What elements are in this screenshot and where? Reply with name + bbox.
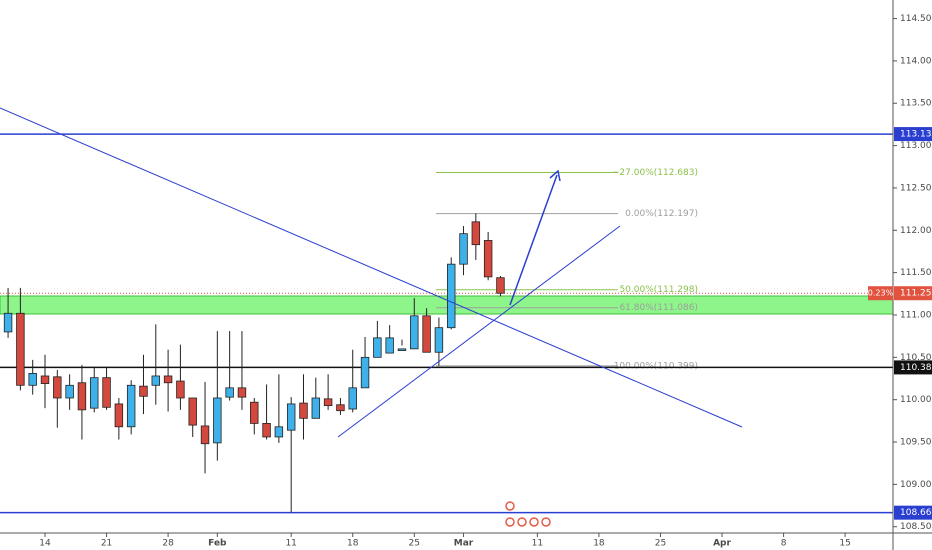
level-label: 113.136 — [900, 130, 932, 140]
x-tick-label: 18 — [593, 539, 605, 549]
trend-line — [337, 225, 621, 438]
level-label-bg — [894, 127, 932, 142]
trend-line — [0, 107, 743, 428]
level-label: 110.381 — [900, 363, 932, 373]
x-tick-label: 21 — [101, 539, 112, 549]
last-price-label: 111.257 — [900, 289, 932, 299]
candle-body — [102, 377, 111, 408]
candle-body — [262, 423, 271, 438]
event-icons — [505, 501, 551, 527]
candle-body — [483, 240, 493, 278]
y-tick-label: 113.000 — [900, 141, 932, 151]
candle-body — [496, 277, 505, 294]
candle-body — [385, 337, 394, 354]
arrow-head — [549, 169, 561, 182]
candle-body — [274, 426, 284, 438]
x-tick-label: 25 — [655, 539, 666, 549]
candle-body — [286, 403, 296, 431]
candle-body — [188, 397, 197, 426]
y-tick-label: 113.500 — [900, 99, 932, 109]
candle-body — [151, 375, 161, 386]
x-tick-label: 8 — [781, 539, 787, 549]
y-tick-label: 108.500 — [900, 522, 932, 532]
y-tick-label: 111.000 — [900, 310, 932, 320]
candle-body — [163, 375, 173, 384]
arrow — [509, 174, 558, 306]
y-tick-label: 114.000 — [900, 56, 932, 66]
x-tick-label: 11 — [285, 539, 296, 549]
fib-label: 50.00%(111.298) — [619, 285, 698, 295]
levels — [0, 133, 893, 514]
candle-body — [28, 373, 37, 386]
level-label: 108.666 — [900, 508, 932, 518]
y-tick-label: 110.500 — [900, 353, 932, 363]
candle-body — [16, 312, 25, 386]
candle-body — [446, 263, 456, 329]
candle-body — [397, 348, 407, 351]
y-tick-label: 112.000 — [900, 226, 932, 236]
candle-body — [360, 356, 370, 389]
candle-body — [471, 221, 481, 246]
candle-body — [237, 387, 247, 398]
change-label: 0.23% — [868, 289, 894, 298]
candle-body — [299, 402, 308, 419]
candle-body — [114, 403, 124, 428]
level-label-bg — [894, 360, 932, 375]
candle-body — [53, 376, 62, 399]
candle-body — [3, 312, 13, 333]
y-tick-label: 109.500 — [900, 438, 932, 448]
candle-body — [90, 377, 99, 409]
axes: 108.500 109.000 109.500 110.000 110.500 111.0… — [39, 14, 932, 549]
candle-body — [40, 375, 50, 384]
x-tick-label: 14 — [39, 539, 51, 549]
x-tick-label: 25 — [409, 539, 420, 549]
candles — [3, 213, 505, 513]
candle-body — [348, 387, 357, 410]
candle-body — [434, 327, 444, 353]
candle-body — [422, 315, 431, 353]
candle-body — [373, 337, 382, 358]
candle-body — [213, 397, 222, 444]
candle-body — [459, 233, 468, 265]
fib-label: 61.80%(111.086) — [619, 303, 698, 313]
candle-body — [65, 384, 74, 399]
y-tick-label: 114.500 — [900, 14, 932, 24]
fib-label: 100.00%(110.399) — [614, 361, 698, 371]
candle-body — [225, 387, 234, 398]
support-zone — [0, 295, 894, 315]
y-tick-label: 110.000 — [900, 395, 932, 405]
candle-body — [311, 397, 321, 419]
x-tick-label: 11 — [532, 539, 543, 549]
x-tick-label: Apr — [713, 539, 731, 549]
x-tick-label: Mar — [454, 539, 474, 549]
candle-body — [200, 425, 210, 445]
x-tick-label: 18 — [347, 539, 359, 549]
candle-body — [336, 404, 345, 412]
candle-body — [250, 401, 259, 424]
candle-body — [126, 384, 136, 428]
y-tick-label: 111.500 — [900, 268, 932, 278]
candle-body — [410, 315, 419, 350]
candle-body — [176, 380, 185, 399]
change-bg — [868, 286, 893, 301]
candle-body — [77, 382, 87, 411]
level-label-bg — [894, 505, 932, 520]
fib-label: 0.00%(112.197) — [625, 209, 698, 219]
x-tick-label: Feb — [208, 539, 227, 549]
y-tick-label: 112.500 — [900, 183, 932, 193]
fib-retracement: −27.00%(112.683) 0.00%(112.197) 50.00%(111… — [436, 168, 698, 371]
candle-body — [139, 385, 148, 397]
candle-body — [323, 398, 333, 407]
x-tick-label: 28 — [162, 539, 174, 549]
x-tick-label: 15 — [839, 539, 850, 549]
y-tick-label: 109.000 — [900, 480, 932, 490]
last-price-bg — [894, 286, 932, 301]
fib-label: −27.00%(112.683) — [612, 168, 698, 178]
